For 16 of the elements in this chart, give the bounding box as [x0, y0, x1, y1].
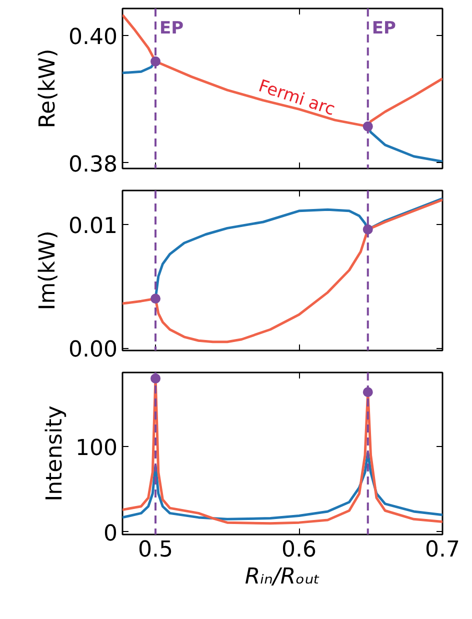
- ref-line-label: EP: [372, 18, 396, 38]
- x-tick-label: 0.6: [282, 538, 317, 562]
- y-axis-title: Intensity: [42, 406, 68, 502]
- y-tick-label: 0.00: [68, 338, 118, 363]
- annotation: Fermi arc: [256, 76, 338, 120]
- y-axis-title: Re(kW): [36, 48, 61, 128]
- x-tick-label: 0.7: [425, 538, 460, 562]
- y-tick-label: 0.01: [68, 214, 118, 239]
- y-tick-label: 100: [76, 436, 118, 462]
- y-axis-title: Im(kW): [36, 230, 61, 310]
- y-tick-label: 0.38: [68, 152, 118, 178]
- y-tick-label: 0.40: [68, 24, 118, 50]
- ref-line-label: EP: [160, 18, 184, 38]
- x-axis-title: Rᵢₙ/Rₒᵤₜ: [244, 564, 320, 590]
- x-tick-label: 0.5: [138, 538, 174, 562]
- y-tick-label: 0: [104, 521, 118, 546]
